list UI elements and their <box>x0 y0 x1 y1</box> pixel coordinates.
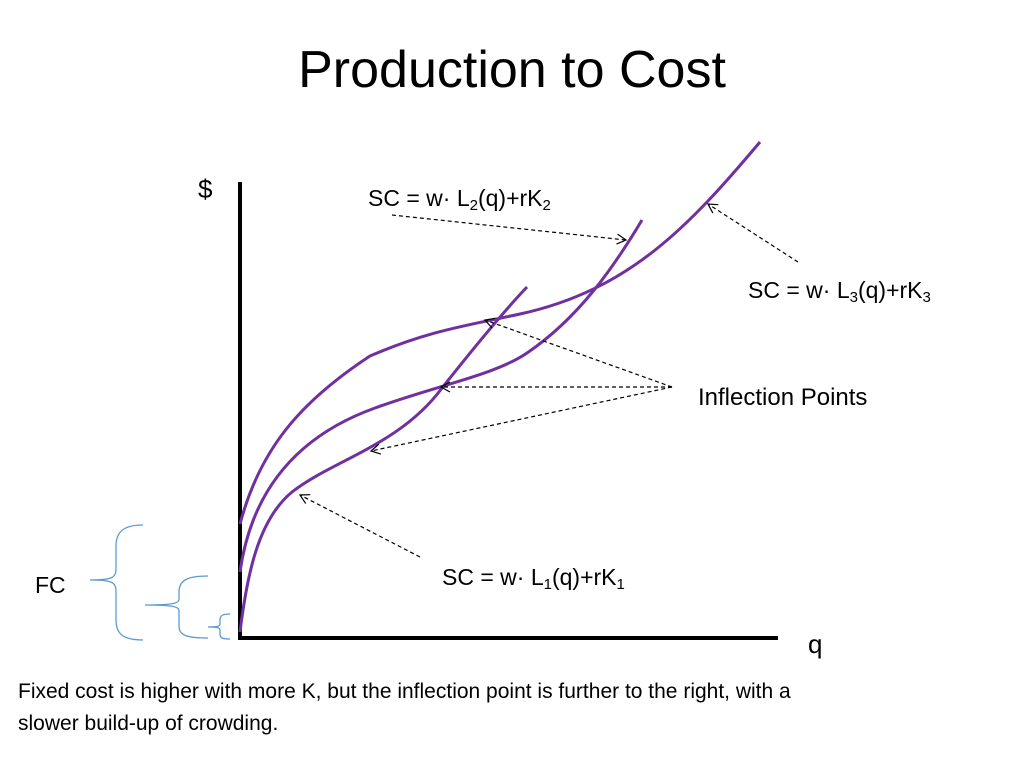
sc3-label-mid: (q)+rK <box>857 277 923 303</box>
sc2-label: SC = w· L2(q)+rK2 <box>368 184 551 214</box>
cost-curve-k2 <box>238 219 644 573</box>
sc3-capital-subscript: 3 <box>922 289 931 306</box>
sc1-label-mid: (q)+rK <box>551 564 617 590</box>
slide-title: Production to Cost <box>298 41 726 99</box>
sc1-labor-subscript: 1 <box>543 576 552 593</box>
x-axis-label: q <box>808 629 823 659</box>
fc-brace-k1 <box>207 613 231 640</box>
sc2-label-mid: (q)+rK <box>477 185 543 211</box>
sc2-label-prefix: SC = w· L <box>368 185 470 211</box>
sc2-labor-subscript: 2 <box>469 197 478 214</box>
sc1-capital-subscript: 1 <box>616 576 625 593</box>
y-axis-label: $ <box>198 174 213 204</box>
cost-curve-k3 <box>238 141 762 525</box>
sc1-label: SC = w· L1(q)+rK1 <box>442 563 625 593</box>
fc-brace-k2 <box>144 575 209 639</box>
fc-label: FC <box>35 572 66 598</box>
sc3-labor-subscript: 3 <box>849 289 858 306</box>
inflection-points-label: Inflection Points <box>698 384 868 411</box>
sc3-label: SC = w· L3(q)+rK3 <box>748 276 931 306</box>
sc2-capital-subscript: 2 <box>542 197 551 214</box>
sc2-pointer-arrow <box>391 214 628 245</box>
caption: Fixed cost is higher with more K, but th… <box>18 680 791 735</box>
inflection-arrow-k3 <box>483 317 673 388</box>
sc3-pointer-arrow <box>706 203 799 263</box>
sc3-label-prefix: SC = w· L <box>748 277 850 303</box>
fc-brace-k3 <box>89 524 144 641</box>
cost-curve-k1 <box>238 285 529 633</box>
inflection-arrow-k1 <box>369 386 673 455</box>
sc1-label-prefix: SC = w· L <box>442 564 544 590</box>
sc1-pointer-arrow <box>298 494 421 558</box>
